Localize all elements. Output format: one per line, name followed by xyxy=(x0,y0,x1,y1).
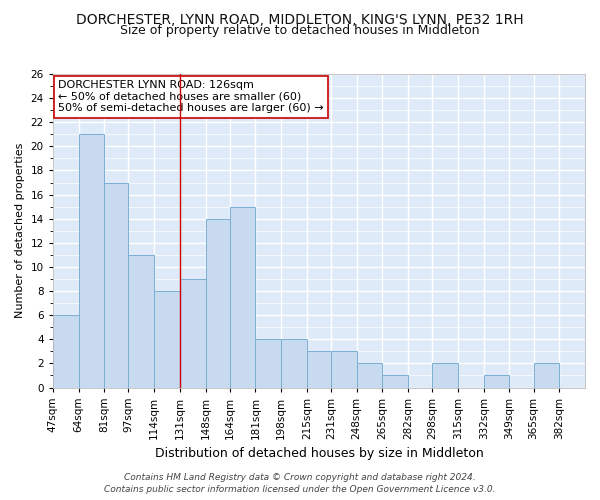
Bar xyxy=(230,206,256,388)
X-axis label: Distribution of detached houses by size in Middleton: Distribution of detached houses by size … xyxy=(155,447,483,460)
Bar xyxy=(206,218,230,388)
Bar xyxy=(382,376,408,388)
Bar xyxy=(357,364,382,388)
Bar xyxy=(433,364,458,388)
Bar xyxy=(484,376,509,388)
Y-axis label: Number of detached properties: Number of detached properties xyxy=(15,143,25,318)
Bar xyxy=(307,352,331,388)
Text: Contains HM Land Registry data © Crown copyright and database right 2024.
Contai: Contains HM Land Registry data © Crown c… xyxy=(104,472,496,494)
Bar xyxy=(128,255,154,388)
Bar xyxy=(180,279,206,388)
Text: DORCHESTER LYNN ROAD: 126sqm
← 50% of detached houses are smaller (60)
50% of se: DORCHESTER LYNN ROAD: 126sqm ← 50% of de… xyxy=(58,80,324,114)
Text: DORCHESTER, LYNN ROAD, MIDDLETON, KING'S LYNN, PE32 1RH: DORCHESTER, LYNN ROAD, MIDDLETON, KING'S… xyxy=(76,12,524,26)
Bar xyxy=(533,364,559,388)
Bar xyxy=(104,182,128,388)
Bar xyxy=(281,340,307,388)
Bar xyxy=(79,134,104,388)
Bar xyxy=(154,291,180,388)
Bar xyxy=(53,315,79,388)
Text: Size of property relative to detached houses in Middleton: Size of property relative to detached ho… xyxy=(120,24,480,37)
Bar xyxy=(256,340,281,388)
Bar xyxy=(331,352,357,388)
